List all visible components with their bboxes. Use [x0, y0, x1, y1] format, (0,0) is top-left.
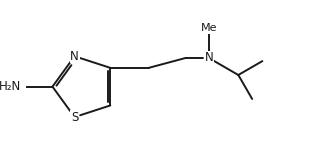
Text: N: N	[204, 51, 213, 64]
Text: Me: Me	[201, 23, 217, 33]
Text: H₂N: H₂N	[0, 80, 22, 93]
Text: S: S	[71, 111, 78, 124]
Text: N: N	[70, 50, 79, 63]
